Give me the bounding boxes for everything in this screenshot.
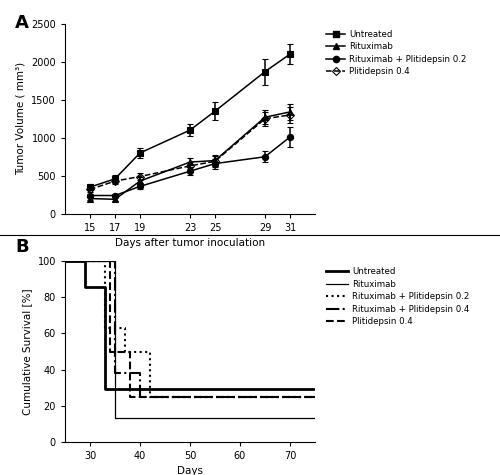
Legend: Untreated, Rituximab, Rituximab + Plitidepsin 0.2, Plitidepsin 0.4: Untreated, Rituximab, Rituximab + Plitid… xyxy=(324,28,468,78)
Legend: Untreated, Rituximab, Rituximab + Plitidepsin 0.2, Rituximab + Plitidepsin 0.4, : Untreated, Rituximab, Rituximab + Plitid… xyxy=(324,266,471,328)
X-axis label: Days after tumor inoculation: Days after tumor inoculation xyxy=(115,238,265,248)
X-axis label: Days: Days xyxy=(177,466,203,475)
Y-axis label: Cumulative Survival [%]: Cumulative Survival [%] xyxy=(22,288,32,415)
Y-axis label: Tumor Volume ( mm³): Tumor Volume ( mm³) xyxy=(16,62,26,175)
Text: B: B xyxy=(15,238,28,256)
Text: A: A xyxy=(15,14,29,32)
